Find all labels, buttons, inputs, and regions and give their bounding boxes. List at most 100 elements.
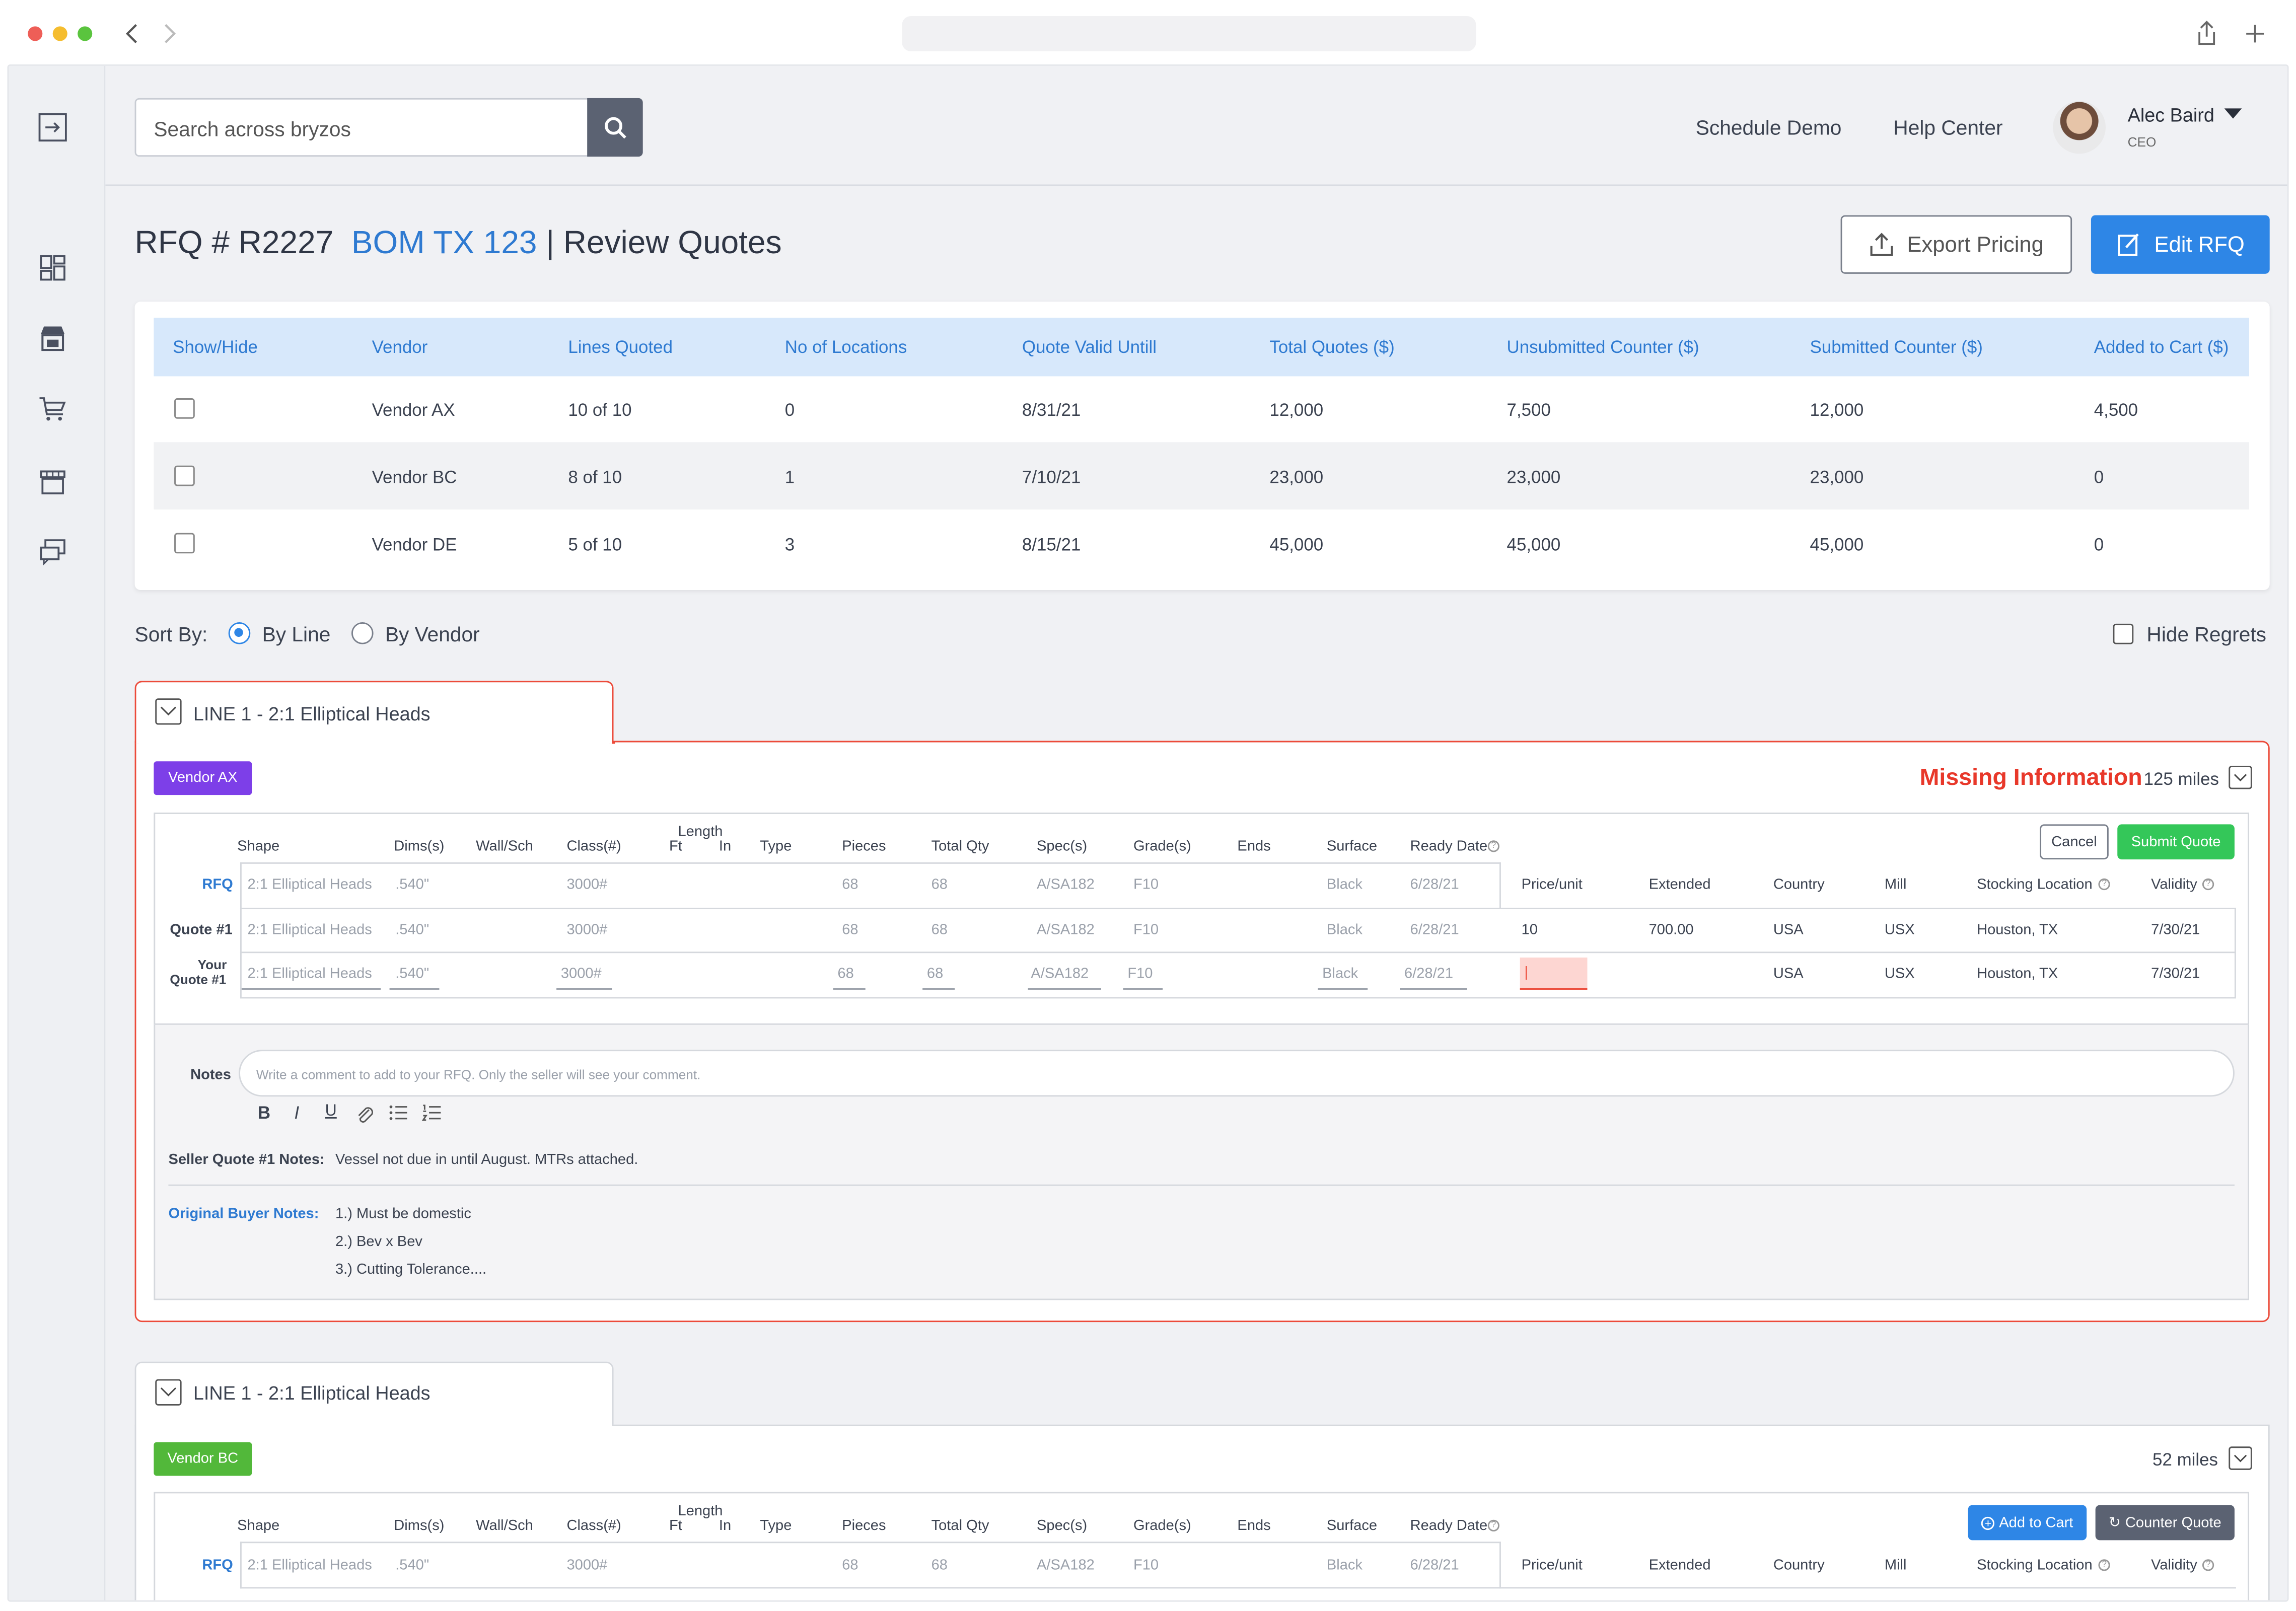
col-total-quotes[interactable]: Total Quotes ($)	[1269, 336, 1395, 357]
share-icon[interactable]	[2195, 19, 2218, 48]
edit-rfq-button[interactable]: Edit RFQ	[2091, 215, 2270, 274]
maximize-window-dot[interactable]	[78, 26, 93, 41]
chevron-down-icon	[2234, 1454, 2247, 1462]
hide-regrets-checkbox[interactable]	[2113, 623, 2134, 644]
table-cell: 0	[784, 399, 795, 420]
info-icon[interactable]: ?	[2202, 1559, 2214, 1571]
line-tab[interactable]	[134, 681, 614, 744]
col-vendor[interactable]: Vendor	[372, 336, 428, 357]
dashboard-icon[interactable]	[38, 253, 67, 282]
sort-by-vendor-label[interactable]: By Vendor	[385, 622, 480, 646]
add-to-cart-label: Add to Cart	[1999, 1514, 2073, 1531]
table-cell: 45,000	[1269, 534, 1324, 555]
col-type: Type	[760, 1518, 792, 1534]
notes-input[interactable]: Write a comment to add to your RFQ. Only…	[239, 1050, 2235, 1097]
cart-icon[interactable]	[38, 394, 67, 423]
col-valid-until[interactable]: Quote Valid Untill	[1022, 336, 1157, 357]
underline-button[interactable]: U	[325, 1102, 337, 1120]
storefront-icon[interactable]	[38, 324, 67, 353]
bold-button[interactable]: B	[257, 1102, 271, 1123]
quote-cell: F10	[1133, 922, 1159, 939]
your-quote-input[interactable]: 6/28/21	[1404, 966, 1454, 983]
your-quote-input[interactable]: 68	[926, 966, 944, 983]
add-to-cart-button[interactable]: + Add to Cart	[1968, 1505, 2087, 1541]
hide-regrets-label[interactable]: Hide Regrets	[2146, 622, 2267, 646]
sort-by-line-radio[interactable]	[228, 622, 251, 644]
your-quote-input[interactable]: 2:1 Elliptical Heads	[247, 966, 372, 983]
col-ready-date: Ready Date	[1410, 839, 1488, 855]
your-quote-input[interactable]: A/SA182	[1031, 966, 1089, 983]
collapse-toggle[interactable]	[155, 1379, 182, 1406]
show-hide-checkbox[interactable]	[174, 533, 195, 554]
chat-icon[interactable]	[38, 537, 67, 566]
info-icon[interactable]: ?	[2098, 1559, 2110, 1571]
info-icon[interactable]: ?	[2202, 878, 2214, 891]
upload-icon	[1871, 233, 1894, 256]
app-window: Search across bryzos Schedule Demo Help …	[7, 64, 2289, 1602]
rfq-cell: 68	[931, 877, 948, 894]
col-length: Length	[678, 824, 723, 841]
line-tab[interactable]	[134, 1361, 614, 1426]
show-hide-checkbox[interactable]	[174, 398, 195, 419]
line-title: LINE 1 - 2:1 Elliptical Heads	[193, 702, 430, 725]
chevron-down-icon[interactable]	[2224, 108, 2242, 120]
address-bar[interactable]	[902, 16, 1476, 51]
your-quote-input[interactable]: Black	[1322, 966, 1358, 983]
col-locations[interactable]: No of Locations	[784, 336, 907, 357]
table-cell: 4,500	[2094, 399, 2138, 420]
col-surface: Surface	[1326, 839, 1378, 855]
price-unit-input[interactable]: |	[1520, 957, 1588, 990]
bullet-list-icon[interactable]	[388, 1104, 409, 1122]
your-quote-input[interactable]: 3000#	[560, 966, 602, 983]
collapse-toggle[interactable]	[155, 698, 182, 725]
col-added-to-cart[interactable]: Added to Cart ($)	[2094, 336, 2229, 357]
col-submitted-counter[interactable]: Submitted Counter ($)	[1810, 336, 1983, 357]
user-name[interactable]: Alec Baird	[2127, 104, 2214, 126]
col-show-hide[interactable]: Show/Hide	[173, 336, 258, 357]
quote-cell: 3000#	[566, 922, 608, 939]
info-icon[interactable]: ?	[1487, 1519, 1499, 1531]
col-length: Length	[678, 1503, 723, 1520]
page-title: RFQ # R2227 BOM TX 123 | Review Quotes	[135, 224, 782, 262]
search-input[interactable]: Search across bryzos	[134, 98, 643, 157]
rfq-row-label: RFQ	[202, 877, 233, 894]
missing-information-alert: Missing Information	[1919, 765, 2142, 791]
quote-grid	[154, 813, 2249, 1025]
table-cell: 3	[784, 534, 795, 555]
expand-toggle[interactable]	[2229, 765, 2252, 789]
sort-by-line-label[interactable]: By Line	[262, 622, 331, 646]
help-center-link[interactable]: Help Center	[1893, 115, 2003, 139]
top-bar: Search across bryzos Schedule Demo Help …	[105, 65, 2287, 186]
sort-by-vendor-radio[interactable]	[351, 622, 374, 644]
back-icon[interactable]	[123, 22, 140, 46]
export-pricing-button[interactable]: Export Pricing	[1840, 215, 2072, 274]
italic-button[interactable]: I	[294, 1102, 300, 1123]
cancel-button[interactable]: Cancel	[2040, 824, 2109, 860]
rfq-cell: 3000#	[566, 877, 608, 894]
show-hide-checkbox[interactable]	[174, 465, 195, 486]
search-button[interactable]	[587, 98, 643, 157]
schedule-demo-link[interactable]: Schedule Demo	[1695, 115, 1842, 139]
col-lines-quoted[interactable]: Lines Quoted	[568, 336, 673, 357]
close-window-dot[interactable]	[28, 26, 43, 41]
your-quote-input[interactable]: .540"	[395, 966, 429, 983]
expand-toggle[interactable]	[2229, 1446, 2252, 1470]
exit-icon[interactable]	[38, 113, 67, 142]
bom-link[interactable]: BOM TX 123	[351, 224, 537, 261]
avatar[interactable]	[2053, 101, 2106, 154]
col-unsubmitted-counter[interactable]: Unsubmitted Counter ($)	[1506, 336, 1699, 357]
minimize-window-dot[interactable]	[52, 26, 67, 41]
new-tab-icon[interactable]	[2243, 22, 2267, 46]
info-icon[interactable]: ?	[1487, 840, 1499, 852]
quote-cell: .540"	[395, 922, 429, 939]
submit-quote-button[interactable]: Submit Quote	[2117, 824, 2235, 860]
info-icon[interactable]: ?	[2098, 878, 2110, 891]
col-in: In	[719, 839, 732, 855]
numbered-list-icon[interactable]	[421, 1104, 443, 1122]
your-quote-input[interactable]: F10	[1127, 966, 1153, 983]
your-quote-input[interactable]: 68	[837, 966, 854, 983]
forward-icon[interactable]	[161, 22, 179, 46]
attachment-icon[interactable]	[356, 1106, 374, 1123]
store-icon[interactable]	[38, 467, 67, 496]
counter-quote-button[interactable]: ↻ Counter Quote	[2095, 1505, 2235, 1541]
